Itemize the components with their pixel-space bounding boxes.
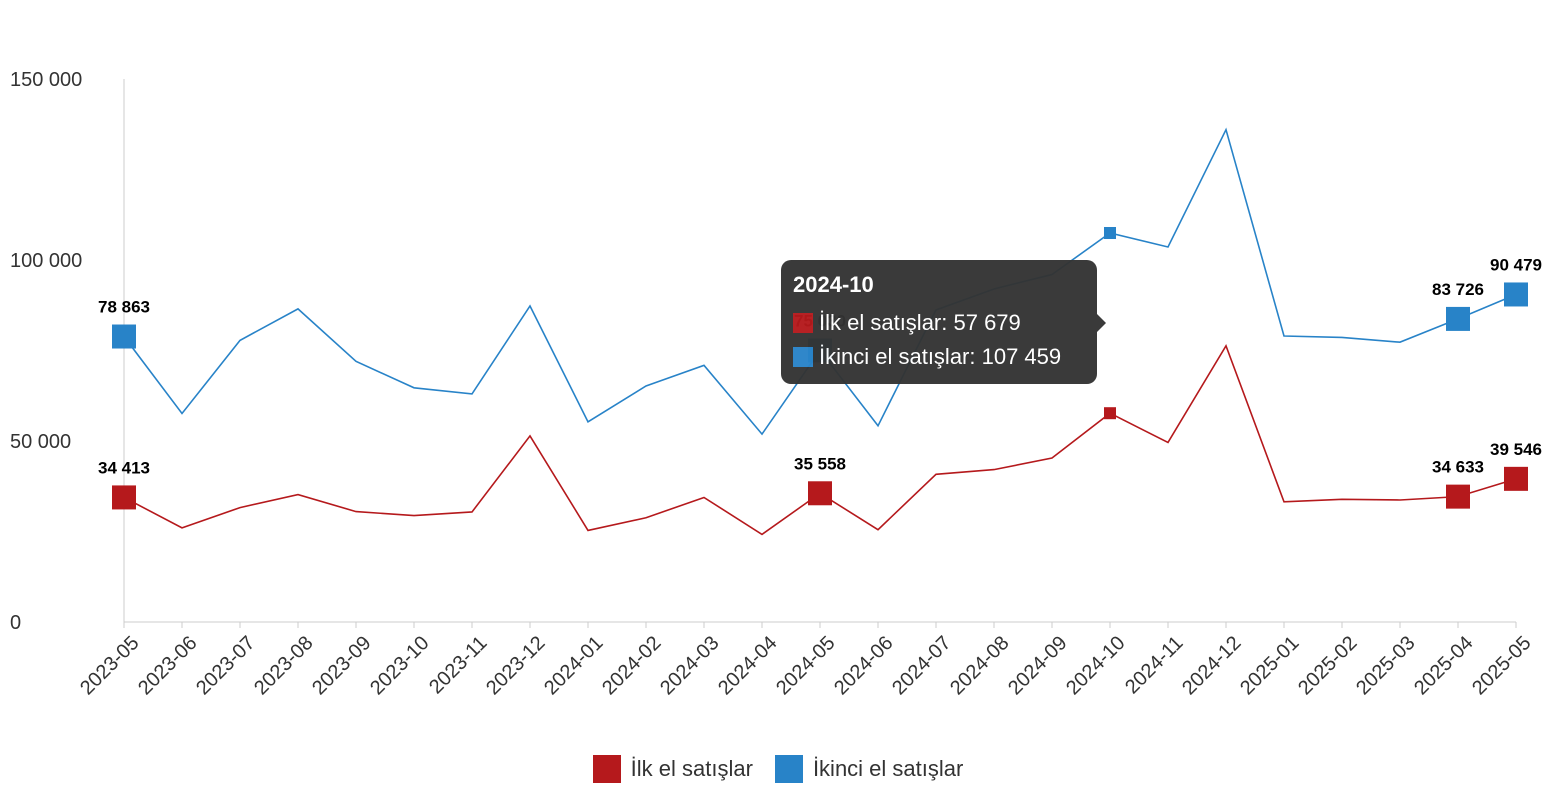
tooltip-swatch-ilk-el <box>793 313 813 333</box>
hover-point-marker-0-17[interactable] <box>1104 407 1116 420</box>
x-tick-label: 2024-08 <box>946 632 1013 699</box>
hover-point-marker-1-17[interactable] <box>1104 226 1116 239</box>
data-label-1-0: 78 863 <box>98 298 150 317</box>
data-label-1-23: 83 726 <box>1432 280 1484 299</box>
data-label-0-23: 34 633 <box>1432 458 1484 477</box>
legend-item-ilk-el[interactable]: İlk el satışlar <box>592 755 753 783</box>
y-tick-label: 100 000 <box>10 250 82 272</box>
data-label-0-12: 35 558 <box>794 454 846 473</box>
x-tick-label: 2025-03 <box>1352 632 1419 699</box>
data-point-marker-1-23[interactable] <box>1446 306 1470 331</box>
y-tick-label: 50 000 <box>10 431 71 453</box>
data-label-1-24: 90 479 <box>1490 255 1542 274</box>
x-tick-label: 2025-04 <box>1410 632 1477 699</box>
legend-item-ikinci-el[interactable]: İkinci el satışlar <box>774 755 964 783</box>
x-tick-label: 2023-06 <box>134 632 201 699</box>
x-tick-label: 2025-02 <box>1294 632 1361 699</box>
legend-label-ikinci-el: İkinci el satışlar <box>812 756 964 781</box>
legend-swatch-ilk-el <box>592 755 621 783</box>
x-tick-label: 2024-11 <box>1121 632 1187 698</box>
data-point-marker-0-23[interactable] <box>1446 484 1470 509</box>
data-point-marker-1-0[interactable] <box>112 324 136 349</box>
x-tick-label: 2023-10 <box>366 632 433 699</box>
tooltip-title: 2024-10 <box>793 272 874 297</box>
legend-swatch-ikinci-el <box>774 755 803 783</box>
x-tick-label: 2024-03 <box>656 632 723 699</box>
x-tick-label: 2024-06 <box>830 632 897 699</box>
y-axis: 0 50 000 100 000 150 000 <box>10 69 125 634</box>
x-tick-label: 2024-07 <box>888 632 955 699</box>
x-tick-label: 2023-12 <box>482 632 549 699</box>
x-tick-label: 2023-08 <box>250 632 317 699</box>
x-tick-label: 2024-10 <box>1062 632 1129 699</box>
y-tick-label: 0 <box>10 612 21 634</box>
data-label-0-24: 39 546 <box>1490 440 1542 459</box>
x-tick-label: 2024-12 <box>1178 632 1245 699</box>
tooltip-value-ilk-el: İlk el satışlar: 57 679 <box>819 310 1021 335</box>
x-tick-label: 2024-09 <box>1004 632 1071 699</box>
x-tick-label: 2023-11 <box>425 632 491 698</box>
y-tick-label: 150 000 <box>10 69 82 91</box>
tooltip-swatch-ikinci-el <box>793 347 813 367</box>
tooltip-value-ikinci-el: İkinci el satışlar: 107 459 <box>819 344 1062 369</box>
chart-tooltip: 2024-10 İlk el satışlar: 57 679 İkinci e… <box>781 260 1106 384</box>
x-axis: 2023-052023-062023-072023-082023-092023-… <box>76 621 1536 699</box>
x-tick-label: 2024-05 <box>772 632 839 699</box>
x-tick-label: 2025-05 <box>1468 632 1535 699</box>
legend-label-ilk-el: İlk el satışlar <box>630 756 753 781</box>
data-point-marker-0-0[interactable] <box>112 485 136 510</box>
x-tick-label: 2024-04 <box>714 632 781 699</box>
data-point-marker-0-24[interactable] <box>1504 466 1528 491</box>
data-label-0-0: 34 413 <box>98 458 150 477</box>
legend: İlk el satışlar İkinci el satışlar <box>0 752 1556 786</box>
x-tick-label: 2023-07 <box>192 632 259 699</box>
x-tick-label: 2024-02 <box>598 632 665 699</box>
data-point-marker-1-24[interactable] <box>1504 282 1528 307</box>
tooltip-row-ikinci-el: İkinci el satışlar: 107 459 <box>793 344 1085 370</box>
x-tick-label: 2023-09 <box>308 632 375 699</box>
x-tick-label: 2024-01 <box>540 632 607 699</box>
x-tick-label: 2023-05 <box>76 632 143 699</box>
tooltip-row-ilk-el: İlk el satışlar: 57 679 <box>793 310 1085 336</box>
x-tick-label: 2025-01 <box>1236 632 1303 699</box>
data-point-marker-0-12[interactable] <box>808 481 832 506</box>
